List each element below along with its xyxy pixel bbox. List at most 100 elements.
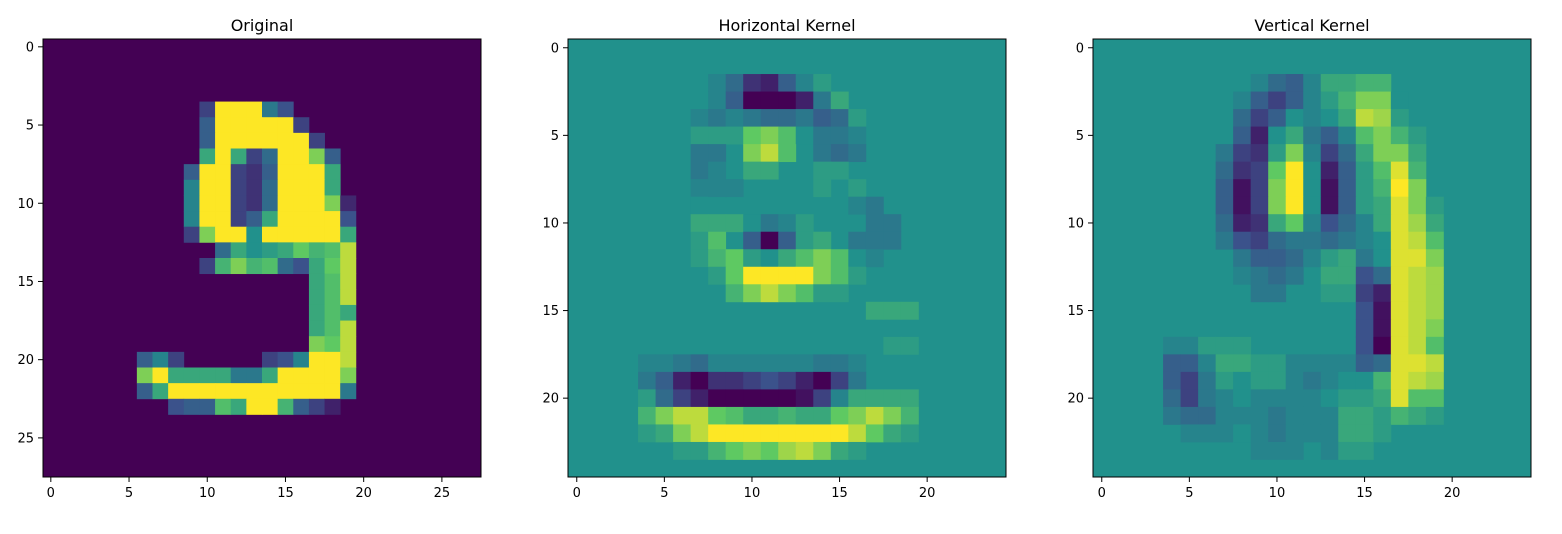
heatmap-cell <box>673 354 692 373</box>
heatmap-cell <box>813 109 832 127</box>
axes-frame <box>1092 38 1532 478</box>
heatmap-cell <box>277 398 294 415</box>
heatmap-cell <box>1355 389 1374 408</box>
heatmap-cell <box>725 441 744 460</box>
heatmap-cell <box>293 117 310 134</box>
heatmap-cell <box>1390 284 1409 303</box>
heatmap-cell <box>246 179 263 196</box>
heatmap-cells <box>43 39 481 477</box>
heatmap-cell <box>865 196 884 215</box>
heatmap-cell <box>778 214 797 233</box>
heatmap-cell <box>246 117 263 134</box>
heatmap-cell <box>262 179 279 196</box>
heatmap-cell <box>1320 249 1339 268</box>
heatmap-cell <box>1355 144 1374 163</box>
heatmap-cell <box>795 406 814 425</box>
heatmap-cell <box>1338 406 1357 425</box>
heatmap-cell <box>1268 424 1287 443</box>
heatmap-cell <box>743 144 762 163</box>
heatmap-cell <box>1198 354 1217 373</box>
heatmap-cell <box>690 231 709 250</box>
heatmap-cell <box>848 406 867 425</box>
heatmap-cell <box>1233 126 1252 145</box>
heatmap-cell <box>1320 196 1339 215</box>
heatmap-cell <box>293 132 310 149</box>
heatmap-cell <box>1233 231 1252 250</box>
heatmap-cell <box>655 406 674 425</box>
heatmap-cell <box>1285 109 1304 127</box>
heatmap-cell <box>215 367 232 384</box>
heatmap-cell <box>277 258 294 275</box>
heatmap-cell <box>1180 406 1199 425</box>
heatmap-cell <box>1338 441 1357 460</box>
heatmap-cell <box>813 231 832 250</box>
heatmap-cell <box>778 74 797 92</box>
heatmap-cell <box>743 91 762 110</box>
heatmap-cell <box>813 126 832 145</box>
heatmap-cell <box>1285 161 1304 180</box>
heatmap-cell <box>199 179 216 196</box>
heatmap-cell <box>168 351 185 368</box>
heatmap-cell <box>778 284 797 303</box>
heatmap-cell <box>215 398 232 415</box>
heatmap-cell <box>262 195 279 212</box>
heatmap-cell <box>1425 214 1444 233</box>
heatmap-cell <box>725 424 744 443</box>
heatmap-cell <box>1180 336 1199 355</box>
heatmap-cell <box>215 383 232 400</box>
heatmap-cell <box>1250 231 1269 250</box>
heatmap-cell <box>1373 179 1392 198</box>
heatmap-cell <box>230 367 247 384</box>
heatmap-cell <box>1285 179 1304 198</box>
heatmap-cell <box>1303 214 1322 233</box>
heatmap-cell <box>1355 231 1374 250</box>
heatmap-cell <box>308 226 325 243</box>
heatmap-cell <box>1233 161 1252 180</box>
heatmap-cell <box>1320 161 1339 180</box>
y-tick-label: 5 <box>1076 129 1084 144</box>
heatmap-cell <box>725 91 744 110</box>
heatmap-cell <box>340 351 357 368</box>
heatmap-cell <box>830 354 849 373</box>
heatmap-cell <box>1425 406 1444 425</box>
heatmap-cell <box>324 320 341 337</box>
heatmap-cell <box>1250 74 1269 92</box>
heatmap-cell <box>308 351 325 368</box>
heatmap-cell <box>1320 74 1339 92</box>
heatmap-cell <box>690 424 709 443</box>
heatmap-cell <box>1303 74 1322 92</box>
heatmap-cell <box>215 211 232 228</box>
heatmap-cell <box>1268 406 1287 425</box>
heatmap-cell <box>246 398 263 415</box>
heatmap-cell <box>1303 389 1322 408</box>
heatmap-cell <box>708 161 727 180</box>
heatmap-cells <box>1093 39 1531 477</box>
heatmap-cell <box>1303 249 1322 268</box>
heatmap-cell <box>760 109 779 127</box>
y-tick-label: 25 <box>17 431 34 446</box>
heatmap-cell <box>638 354 656 373</box>
heatmap-cell <box>1390 91 1409 110</box>
heatmap-cell <box>1390 406 1409 425</box>
heatmap-cell <box>813 406 832 425</box>
heatmap-cell <box>708 214 727 233</box>
panel-original: Original 0 5 10 15 20 25 0 5 10 15 20 25 <box>17 16 482 501</box>
heatmap-cell <box>1250 91 1269 110</box>
heatmap-cell <box>1285 196 1304 215</box>
x-tick-label: 20 <box>919 486 936 501</box>
heatmap-cell <box>1285 424 1304 443</box>
heatmap-cell <box>795 266 814 285</box>
heatmap-cell <box>1373 231 1392 250</box>
heatmap-cell <box>708 371 727 390</box>
x-tick-label: 15 <box>277 486 294 501</box>
heatmap-cell <box>1215 336 1234 355</box>
y-tick-label: 15 <box>17 275 34 290</box>
heatmap-cell <box>262 117 279 134</box>
heatmap-cell <box>655 389 674 408</box>
heatmap-cell <box>152 383 169 400</box>
heatmap-cell <box>1303 109 1322 127</box>
heatmap-cell <box>1425 371 1444 390</box>
heatmap-cell <box>760 354 779 373</box>
panel-title: Horizontal Kernel <box>718 16 855 35</box>
heatmap-cell <box>1355 406 1374 425</box>
